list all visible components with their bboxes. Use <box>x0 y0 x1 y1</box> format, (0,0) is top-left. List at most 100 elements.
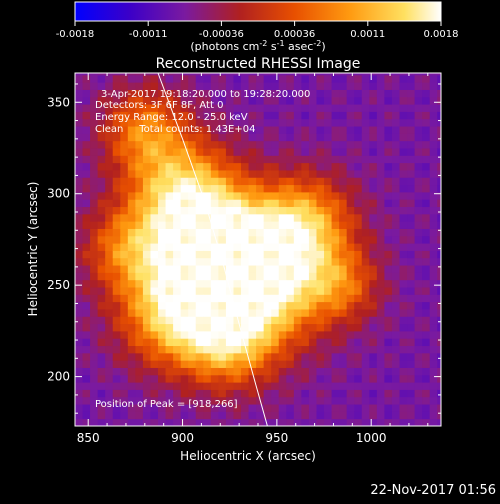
heatmap-cell <box>150 352 159 361</box>
heatmap-cell <box>188 345 197 354</box>
heatmap-cell <box>105 228 114 237</box>
heatmap-cell <box>158 191 167 200</box>
heatmap-cell <box>120 82 129 90</box>
heatmap-cell <box>180 133 189 142</box>
heatmap-cell <box>271 177 280 186</box>
heatmap-cell <box>90 133 99 142</box>
heatmap-cell <box>301 279 310 288</box>
heatmap-cell <box>248 133 257 142</box>
heatmap-cell <box>150 191 159 200</box>
heatmap-cell <box>195 73 204 76</box>
heatmap-cell <box>82 221 91 229</box>
heatmap-cell <box>293 133 302 142</box>
heatmap-cell <box>82 301 91 310</box>
heatmap-cell <box>120 418 129 426</box>
heatmap-cell <box>256 111 265 120</box>
heatmap-cell <box>422 147 431 156</box>
heatmap-cell <box>188 89 197 98</box>
heatmap-cell <box>112 345 121 354</box>
heatmap-cell <box>241 104 250 112</box>
heatmap-cell <box>316 111 325 120</box>
heatmap-cell <box>399 126 408 134</box>
heatmap-cell <box>241 177 250 186</box>
heatmap-cell <box>127 323 136 332</box>
heatmap-cell <box>241 184 250 193</box>
heatmap-cell <box>225 272 234 281</box>
heatmap-cell <box>286 272 295 281</box>
heatmap-cell <box>105 118 114 127</box>
heatmap-cell <box>376 374 385 383</box>
heatmap-cell <box>225 352 234 361</box>
heatmap-cell <box>195 323 204 332</box>
heatmap-cell <box>105 404 114 412</box>
heatmap-cell <box>97 235 106 244</box>
heatmap-cell <box>346 191 355 200</box>
heatmap-cell <box>361 126 370 134</box>
heatmap-cell <box>82 147 91 156</box>
y-tick-label: 350 <box>47 95 70 109</box>
heatmap-cell <box>233 126 242 134</box>
heatmap-cell <box>278 147 287 156</box>
heatmap-cell <box>248 250 257 259</box>
heatmap-cell <box>120 301 129 310</box>
heatmap-cell <box>241 162 250 171</box>
heatmap-cell <box>241 111 250 120</box>
heatmap-cell <box>241 140 250 149</box>
heatmap-cell <box>225 396 234 405</box>
heatmap-cell <box>301 294 310 303</box>
heatmap-cell <box>437 345 441 354</box>
heatmap-cell <box>376 272 385 281</box>
heatmap-cell <box>165 257 174 266</box>
heatmap-cell <box>354 235 363 244</box>
heatmap-cell <box>301 73 310 76</box>
heatmap-cell <box>384 243 393 251</box>
heatmap-cell <box>293 396 302 405</box>
heatmap-cell <box>173 382 182 390</box>
heatmap-cell <box>286 73 295 76</box>
heatmap-cell <box>195 206 204 215</box>
heatmap-cell <box>173 345 182 354</box>
heatmap-cell <box>414 140 423 149</box>
heatmap-cell <box>361 213 370 222</box>
heatmap-cell <box>150 374 159 383</box>
heatmap-cell <box>286 126 295 134</box>
heatmap-cell <box>241 228 250 237</box>
heatmap-cell <box>233 308 242 317</box>
heatmap-cell <box>195 162 204 171</box>
heatmap-cell <box>271 345 280 354</box>
heatmap-cell <box>142 82 151 90</box>
heatmap-cell <box>437 213 441 222</box>
heatmap-cell <box>210 155 219 164</box>
heatmap-cell <box>271 272 280 281</box>
heatmap-cell <box>271 162 280 171</box>
heatmap-cell <box>142 199 151 208</box>
heatmap-cell <box>203 133 212 142</box>
heatmap-cell <box>369 330 378 339</box>
heatmap-cell <box>241 330 250 339</box>
heatmap-cell <box>308 286 317 295</box>
heatmap-cell <box>97 147 106 156</box>
heatmap-cell <box>316 418 325 426</box>
heatmap-cell <box>391 206 400 215</box>
heatmap-cell <box>135 96 144 105</box>
heatmap-cell <box>241 235 250 244</box>
heatmap-cell <box>278 213 287 222</box>
heatmap-cell <box>391 184 400 193</box>
heatmap-cell <box>82 199 91 208</box>
heatmap-cell <box>354 133 363 142</box>
colorbar: -0.0018 -0.0011 -0.00036 0.00036 0.0011 0.001… <box>56 1 459 53</box>
heatmap-cell <box>82 104 91 112</box>
heatmap-cell <box>256 316 265 325</box>
heatmap-cell <box>263 133 272 142</box>
heatmap-cell <box>324 338 333 347</box>
heatmap-cell <box>346 184 355 193</box>
heatmap-cell <box>127 396 136 405</box>
heatmap-cell <box>346 301 355 310</box>
heatmap-cell <box>158 118 167 127</box>
heatmap-cell <box>414 404 423 412</box>
heatmap-cell <box>399 265 408 273</box>
heatmap-cell <box>97 301 106 310</box>
heatmap-cell <box>331 74 340 83</box>
heatmap-cell <box>75 389 84 398</box>
